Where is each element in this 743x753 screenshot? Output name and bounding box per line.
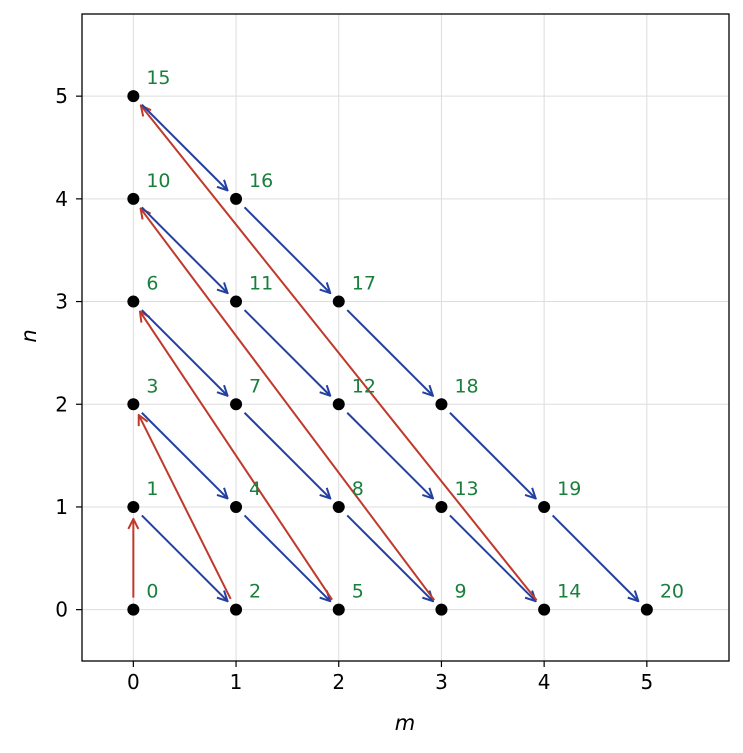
x-tick-label: 3 (435, 670, 448, 694)
wrap-arrow (141, 106, 538, 601)
step-arrow (449, 412, 536, 499)
wrap-arrow (139, 415, 232, 600)
data-point (332, 295, 345, 308)
point-label: 12 (352, 375, 376, 397)
x-tick-label: 1 (230, 670, 243, 694)
data-point (127, 295, 140, 308)
data-point (435, 398, 448, 411)
wrap-arrow (140, 312, 333, 601)
data-point (230, 500, 243, 513)
y-tick-label: 1 (55, 495, 68, 519)
step-arrow (141, 103, 228, 191)
step-arrow (346, 412, 433, 499)
x-tick-label: 5 (640, 670, 653, 694)
point-label: 5 (352, 581, 364, 603)
y-tick-label: 3 (55, 290, 68, 314)
grid-lines (82, 14, 729, 661)
x-tick-label: 0 (127, 670, 140, 694)
y-tick-label: 4 (55, 187, 68, 211)
x-tick-label: 4 (538, 670, 551, 694)
data-point (230, 603, 243, 616)
point-label: 8 (352, 478, 364, 500)
point-label: 2 (249, 581, 261, 603)
data-point (230, 398, 243, 411)
data-point (538, 500, 551, 513)
step-arrow (243, 514, 331, 601)
data-point (127, 603, 140, 616)
point-label: 19 (557, 478, 581, 500)
data-point (332, 603, 345, 616)
step-arrow (141, 514, 228, 601)
point-label: 0 (146, 581, 158, 603)
step-arrow (243, 206, 331, 293)
step-arrow (243, 309, 331, 396)
arrows (133, 105, 638, 602)
point-label: 4 (249, 478, 261, 500)
step-arrow (346, 514, 433, 601)
point-label: 17 (352, 273, 376, 295)
y-axis-label: n (17, 329, 41, 342)
y-tick-label: 5 (55, 84, 68, 108)
point-label: 9 (454, 581, 466, 603)
step-arrow (243, 412, 331, 499)
data-point (332, 500, 345, 513)
data-point (435, 603, 448, 616)
step-arrow (346, 309, 433, 396)
step-arrow (449, 514, 536, 601)
plot-background (82, 14, 729, 661)
data-point (435, 500, 448, 513)
data-point (640, 603, 653, 616)
point-label: 14 (557, 581, 581, 603)
data-point (127, 90, 140, 103)
data-points (127, 90, 653, 616)
data-point (127, 500, 140, 513)
data-point (332, 398, 345, 411)
point-label: 13 (454, 478, 478, 500)
point-label: 16 (249, 170, 273, 192)
x-axis-label: m (395, 711, 415, 735)
step-arrow (141, 309, 228, 396)
data-point (230, 192, 243, 205)
point-label: 15 (146, 67, 170, 89)
wrap-arrow (141, 208, 436, 601)
step-arrow (141, 412, 228, 499)
point-label: 6 (146, 273, 158, 295)
point-label: 10 (146, 170, 170, 192)
y-tick-label: 2 (55, 392, 68, 416)
point-label: 3 (146, 375, 158, 397)
data-point (127, 398, 140, 411)
data-point (538, 603, 551, 616)
point-label: 1 (146, 478, 158, 500)
point-label: 11 (249, 273, 273, 295)
point-label: 18 (454, 375, 478, 397)
y-tick-label: 0 (55, 598, 68, 622)
step-arrow (551, 514, 639, 601)
step-arrow (141, 206, 228, 293)
plot-frame (81, 13, 730, 662)
data-point (230, 295, 243, 308)
x-tick-label: 2 (332, 670, 345, 694)
point-label: 7 (249, 375, 261, 397)
data-point (127, 192, 140, 205)
point-label: 20 (660, 581, 684, 603)
